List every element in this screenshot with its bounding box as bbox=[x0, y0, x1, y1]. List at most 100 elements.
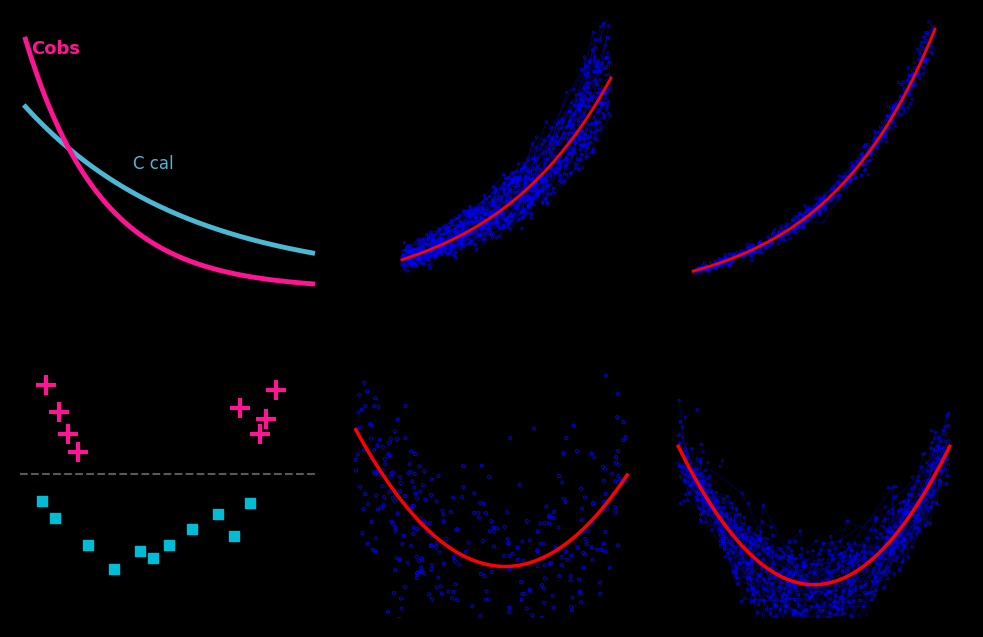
Point bbox=[585, 555, 601, 565]
Point bbox=[505, 200, 521, 210]
Point bbox=[735, 250, 751, 261]
Point bbox=[742, 248, 758, 258]
Point bbox=[762, 235, 778, 245]
Point bbox=[593, 74, 608, 84]
Point bbox=[700, 491, 716, 501]
Point bbox=[826, 554, 841, 564]
Point bbox=[714, 257, 729, 267]
Point bbox=[408, 252, 424, 262]
Point bbox=[597, 464, 612, 474]
Point bbox=[719, 511, 734, 521]
Point bbox=[671, 461, 687, 471]
Point bbox=[577, 52, 593, 62]
Point bbox=[938, 422, 954, 432]
Point bbox=[574, 141, 590, 151]
Point bbox=[928, 446, 944, 456]
Point bbox=[780, 590, 795, 601]
Point bbox=[841, 576, 857, 587]
Point bbox=[728, 571, 744, 582]
Point bbox=[415, 235, 431, 245]
Point bbox=[450, 234, 466, 245]
Point bbox=[448, 221, 464, 231]
Point bbox=[476, 214, 492, 224]
Point bbox=[675, 462, 691, 472]
Point bbox=[609, 412, 625, 422]
Point bbox=[425, 475, 440, 485]
Point bbox=[899, 508, 915, 518]
Point bbox=[517, 589, 533, 599]
Point bbox=[571, 135, 587, 145]
Point bbox=[922, 491, 938, 501]
Point bbox=[923, 503, 939, 513]
Point bbox=[456, 220, 472, 231]
Point bbox=[809, 601, 825, 611]
Point bbox=[884, 109, 899, 119]
Point bbox=[941, 408, 956, 419]
Point bbox=[504, 185, 520, 196]
Point bbox=[400, 246, 416, 256]
Point bbox=[517, 182, 533, 192]
Point bbox=[519, 208, 535, 218]
Point bbox=[719, 533, 734, 543]
Point bbox=[823, 600, 838, 610]
Point bbox=[550, 155, 566, 166]
Point bbox=[530, 545, 546, 555]
Point bbox=[913, 515, 929, 525]
Point bbox=[397, 253, 413, 263]
Point bbox=[509, 201, 525, 211]
Point bbox=[715, 513, 730, 524]
Point bbox=[712, 254, 727, 264]
Point bbox=[586, 27, 602, 38]
Point bbox=[879, 137, 895, 147]
Point bbox=[698, 264, 714, 274]
Point bbox=[417, 259, 433, 269]
Point bbox=[596, 20, 611, 30]
Point bbox=[822, 594, 838, 604]
Point bbox=[471, 629, 487, 637]
Point bbox=[710, 511, 725, 521]
Point bbox=[908, 71, 924, 81]
Point bbox=[888, 527, 903, 538]
Point bbox=[693, 471, 709, 481]
Point bbox=[910, 62, 926, 73]
Point bbox=[423, 250, 438, 260]
Point bbox=[875, 533, 891, 543]
Point bbox=[520, 154, 536, 164]
Point bbox=[854, 148, 870, 158]
Point bbox=[873, 122, 889, 132]
Point bbox=[472, 231, 488, 241]
Point bbox=[812, 193, 828, 203]
Point bbox=[753, 248, 769, 258]
Point bbox=[462, 229, 478, 239]
Point bbox=[792, 526, 808, 536]
Point bbox=[741, 573, 757, 583]
Point bbox=[708, 262, 723, 272]
Point bbox=[586, 498, 602, 508]
Point bbox=[758, 243, 774, 253]
Point bbox=[515, 192, 531, 203]
Point bbox=[781, 575, 797, 585]
Point bbox=[530, 183, 546, 194]
Point bbox=[573, 90, 589, 100]
Point bbox=[701, 263, 717, 273]
Point bbox=[496, 188, 512, 198]
Point bbox=[752, 569, 768, 580]
Point bbox=[756, 238, 772, 248]
Point bbox=[747, 594, 763, 605]
Point bbox=[397, 253, 413, 263]
Point bbox=[499, 507, 515, 517]
Point bbox=[716, 502, 731, 512]
Point bbox=[535, 171, 550, 181]
Point bbox=[849, 548, 865, 559]
Point bbox=[560, 129, 576, 139]
Point bbox=[811, 555, 827, 566]
Point bbox=[562, 106, 578, 116]
Point bbox=[779, 564, 794, 575]
Point bbox=[598, 87, 613, 97]
Point bbox=[785, 608, 801, 619]
Point bbox=[710, 258, 725, 268]
Point bbox=[885, 526, 900, 536]
Point bbox=[580, 68, 596, 78]
Point bbox=[755, 554, 771, 564]
Point bbox=[531, 190, 547, 201]
